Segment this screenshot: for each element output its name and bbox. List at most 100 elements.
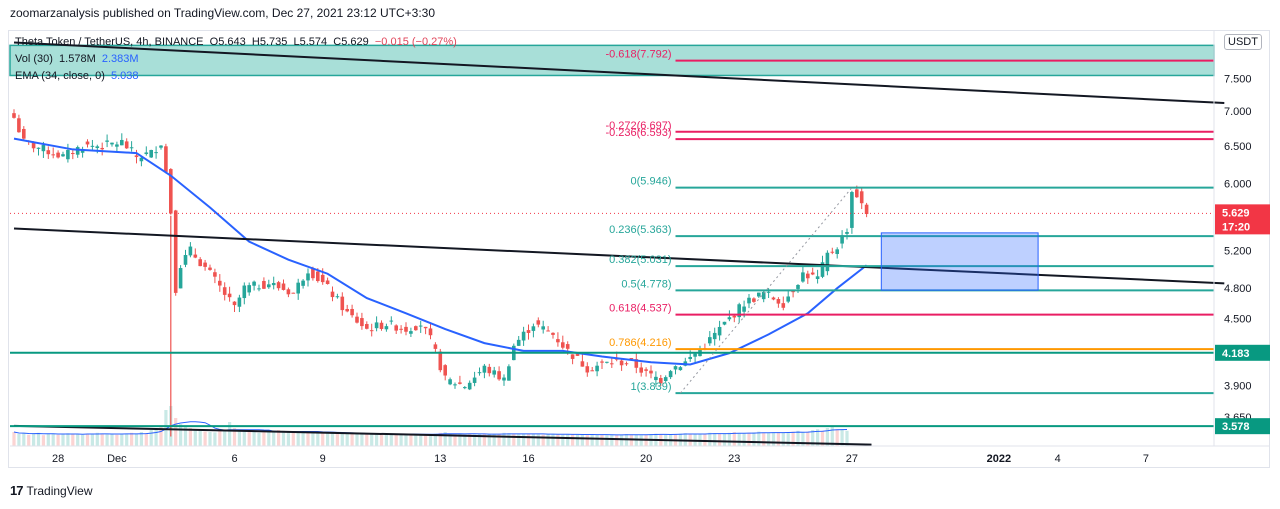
candle-body	[590, 370, 594, 372]
legend-vol-ma: 2.383M	[101, 53, 139, 65]
time-tick-label: 27	[846, 453, 858, 465]
candle-body	[169, 169, 173, 214]
candle-body	[859, 191, 864, 204]
volume-bar	[487, 434, 491, 446]
volume-bar	[330, 432, 335, 446]
candle-body	[840, 235, 844, 244]
volume-bar	[115, 434, 119, 446]
volume-bar	[384, 434, 388, 446]
currency-badge[interactable]: USDT	[1224, 34, 1262, 50]
price-chart[interactable]: -0.618(7.792) -0.272(6.697)-0.236(6.593) 0…	[0, 0, 1280, 470]
volume-bar	[394, 434, 398, 446]
candle-body	[394, 325, 398, 331]
candle-body	[46, 150, 51, 155]
candle-body	[31, 142, 36, 149]
legend-high: 5.735	[259, 36, 288, 48]
candle-body	[208, 267, 212, 270]
legend-symbol-row: Theta Token / TetherUS, 4h, BINANCE O5.6…	[15, 36, 457, 48]
volume-bar	[781, 432, 785, 446]
candle-body	[453, 384, 457, 386]
candle-body	[516, 339, 521, 346]
candle-body	[164, 146, 168, 172]
candle-body	[531, 326, 536, 331]
legend-open: 5.643	[218, 36, 246, 48]
volume-bar	[556, 434, 560, 446]
volume-bar	[811, 430, 815, 446]
volume-bar	[536, 434, 540, 446]
candle-body	[159, 145, 163, 148]
volume-bar	[85, 433, 90, 446]
candle-body	[629, 357, 634, 359]
volume-bar	[541, 434, 545, 446]
projection-box	[880, 232, 1039, 291]
legend-ema-label: EMA (34, close, 0)	[15, 70, 105, 82]
volume-bar	[507, 433, 511, 446]
volume-bar	[81, 434, 85, 446]
volume-bar	[301, 432, 305, 446]
candle-body	[276, 282, 281, 289]
volume-bar	[71, 434, 75, 446]
volume-bar	[306, 432, 310, 446]
fib-level-label: -0.236(6.593)	[605, 127, 671, 139]
candle-body	[693, 353, 697, 357]
candle-body	[771, 297, 776, 300]
volume-bar	[605, 435, 609, 446]
volume-bar	[791, 431, 795, 446]
candle-body	[536, 320, 541, 325]
volume-bar	[468, 434, 472, 446]
volume-bar	[776, 432, 780, 446]
volume-bar	[32, 434, 36, 446]
volume-bar	[247, 431, 251, 446]
candle-body	[810, 272, 815, 275]
candle-body	[438, 351, 443, 371]
candle-body	[482, 365, 487, 373]
candle-body	[291, 292, 296, 294]
candle-body	[605, 361, 609, 363]
volume-bar	[482, 433, 486, 446]
candle-body	[257, 288, 261, 290]
volume-bar	[580, 434, 584, 446]
legend-ema-row: EMA (34, close, 0) 5.038	[15, 70, 139, 82]
volume-bar	[203, 431, 207, 446]
volume-bar	[722, 433, 727, 446]
volume-bar	[335, 433, 339, 446]
candle-body	[36, 147, 41, 149]
volume-bar	[590, 434, 594, 446]
volume-bar	[139, 432, 143, 446]
candle-body	[423, 326, 428, 329]
candle-body	[154, 152, 158, 154]
volume-bar	[340, 433, 344, 446]
candle-body	[624, 363, 629, 365]
candle-body	[281, 283, 286, 290]
time-tick-label: 16	[522, 453, 534, 465]
volume-bar	[130, 432, 134, 446]
candle-body	[541, 326, 545, 330]
volume-bar	[144, 433, 148, 446]
volume-bar	[522, 434, 526, 446]
candle-body	[198, 259, 202, 267]
volume-bar	[105, 434, 109, 446]
volume-bar	[727, 432, 731, 446]
volume-bar	[183, 426, 188, 446]
candle-body	[404, 326, 408, 332]
candle-body	[41, 145, 46, 152]
fib-level-label: 0.236(5.363)	[609, 224, 671, 236]
volume-bar	[355, 433, 359, 446]
trend-line	[13, 41, 1225, 105]
candle-body	[610, 363, 614, 365]
candle-body	[830, 251, 835, 253]
volume-bar	[458, 434, 462, 446]
volume-bar	[600, 434, 604, 446]
candle-body	[570, 354, 575, 359]
candle-body	[433, 344, 438, 349]
legend-ema-value: 5.038	[111, 70, 139, 82]
legend-change: −0.015 (−0.27%)	[374, 36, 457, 48]
candle-body	[825, 252, 830, 272]
publisher-line: zoomarzanalysis published on TradingView…	[10, 6, 436, 20]
candle-body	[218, 280, 222, 286]
volume-bar	[41, 435, 45, 446]
candle-body	[178, 268, 183, 289]
candle-body	[595, 365, 599, 372]
level-price-tag	[1215, 418, 1270, 435]
fib-level-label: 0.786(4.216)	[609, 337, 671, 349]
